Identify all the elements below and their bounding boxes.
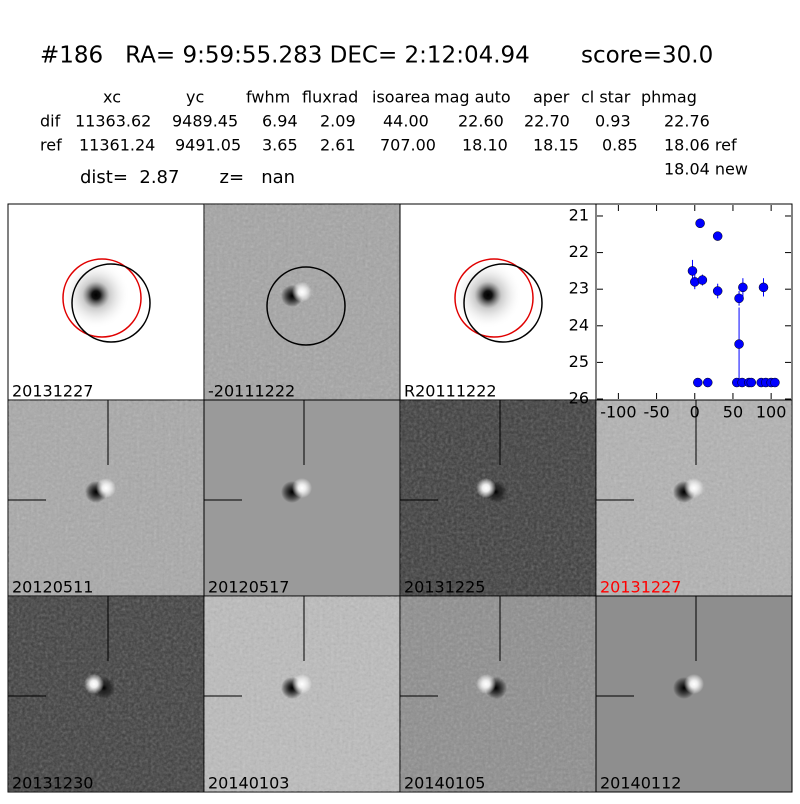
y-tick-label: 26 bbox=[569, 389, 589, 408]
panel-label: 20140112 bbox=[600, 774, 681, 793]
source-blob bbox=[62, 261, 130, 329]
column-header: xc bbox=[103, 88, 121, 107]
y-tick-label: 21 bbox=[569, 205, 589, 224]
point bbox=[738, 282, 748, 293]
table-cell: 11361.24 bbox=[79, 136, 155, 155]
panel-label: 20131227 bbox=[600, 578, 681, 597]
y-tick-label: 22 bbox=[569, 242, 589, 261]
black-circle bbox=[463, 263, 543, 343]
table-cell: 3.65 bbox=[262, 136, 298, 155]
column-header: isoarea bbox=[372, 88, 430, 107]
table-cell: 11363.62 bbox=[75, 112, 151, 131]
x-tick-label: -50 bbox=[644, 403, 670, 422]
point bbox=[693, 377, 703, 388]
residual-light bbox=[292, 478, 312, 498]
title: #186 RA= 9:59:55.283 DEC= 2:12:04.94 sco… bbox=[40, 43, 713, 69]
point bbox=[687, 266, 698, 276]
panel-label: -20111222 bbox=[208, 382, 295, 401]
table-note: 18.04 new bbox=[664, 160, 748, 179]
table-cell: 22.70 bbox=[524, 112, 570, 131]
column-header: phmag bbox=[641, 88, 697, 107]
x-tick-label: 0 bbox=[690, 403, 700, 422]
point bbox=[770, 377, 780, 388]
panel-label: 20131225 bbox=[404, 578, 485, 597]
table-cell: 22.76 bbox=[664, 112, 710, 131]
table-cell: 2.61 bbox=[320, 136, 356, 155]
dist-line: dist= 2.87 z= nan bbox=[80, 167, 295, 188]
residual-light bbox=[476, 478, 496, 498]
table-cell: 707.00 bbox=[380, 136, 436, 155]
x-tick-label: -100 bbox=[600, 403, 636, 422]
column-header: aper bbox=[533, 88, 570, 107]
point bbox=[695, 218, 705, 229]
residual-light bbox=[96, 478, 116, 498]
table-cell: 9491.05 bbox=[175, 136, 241, 155]
residual-light bbox=[684, 674, 704, 694]
table-cell: 2.09 bbox=[320, 112, 356, 131]
residual-light bbox=[476, 674, 496, 694]
residual-light bbox=[292, 674, 312, 694]
column-header: fluxrad bbox=[302, 88, 358, 107]
column-header: fwhm bbox=[246, 88, 290, 107]
table-cell: 0.85 bbox=[602, 136, 638, 155]
point bbox=[734, 293, 744, 304]
black-circle bbox=[71, 263, 151, 343]
point bbox=[697, 275, 708, 285]
panel-label: 20140105 bbox=[404, 774, 485, 793]
table-cell: 6.94 bbox=[262, 112, 298, 131]
y-tick-label: 24 bbox=[569, 315, 589, 334]
panel-label: 20140103 bbox=[208, 774, 289, 793]
table-cell: 44.00 bbox=[383, 112, 429, 131]
y-tick-label: 25 bbox=[569, 352, 589, 371]
point bbox=[712, 286, 723, 296]
column-header: cl star bbox=[581, 88, 631, 107]
point bbox=[702, 377, 713, 388]
point bbox=[734, 339, 744, 349]
residual-light bbox=[84, 674, 104, 694]
red-circle bbox=[62, 258, 142, 338]
residual-light bbox=[292, 282, 312, 302]
y-tick-label: 23 bbox=[569, 279, 589, 298]
table-cell: ref bbox=[40, 136, 62, 155]
residual-light bbox=[684, 478, 704, 498]
table-cell: 9489.45 bbox=[172, 112, 238, 131]
table-cell: dif bbox=[40, 112, 61, 131]
table-cell: 0.93 bbox=[595, 112, 631, 131]
table-cell: 22.60 bbox=[458, 112, 504, 131]
panel-label: R20111222 bbox=[404, 382, 497, 401]
table-cell: 18.15 bbox=[533, 136, 579, 155]
panel-label: 20131227 bbox=[12, 382, 93, 401]
point bbox=[712, 231, 723, 241]
plot-area bbox=[595, 203, 793, 401]
panel-label: 20120511 bbox=[12, 578, 93, 597]
table-cell: 18.06 ref bbox=[664, 136, 737, 155]
column-header: yc bbox=[186, 88, 204, 107]
red-circle bbox=[454, 258, 534, 338]
point bbox=[746, 377, 757, 388]
point bbox=[758, 282, 769, 293]
source-blob bbox=[454, 261, 522, 329]
black-circle bbox=[266, 266, 346, 346]
panel-label: 20120517 bbox=[208, 578, 289, 597]
x-tick-label: 50 bbox=[723, 403, 743, 422]
table-cell: 18.10 bbox=[462, 136, 508, 155]
panel-label: 20131230 bbox=[12, 774, 93, 793]
column-header: mag auto bbox=[434, 88, 511, 107]
x-tick-label: 100 bbox=[756, 403, 787, 422]
